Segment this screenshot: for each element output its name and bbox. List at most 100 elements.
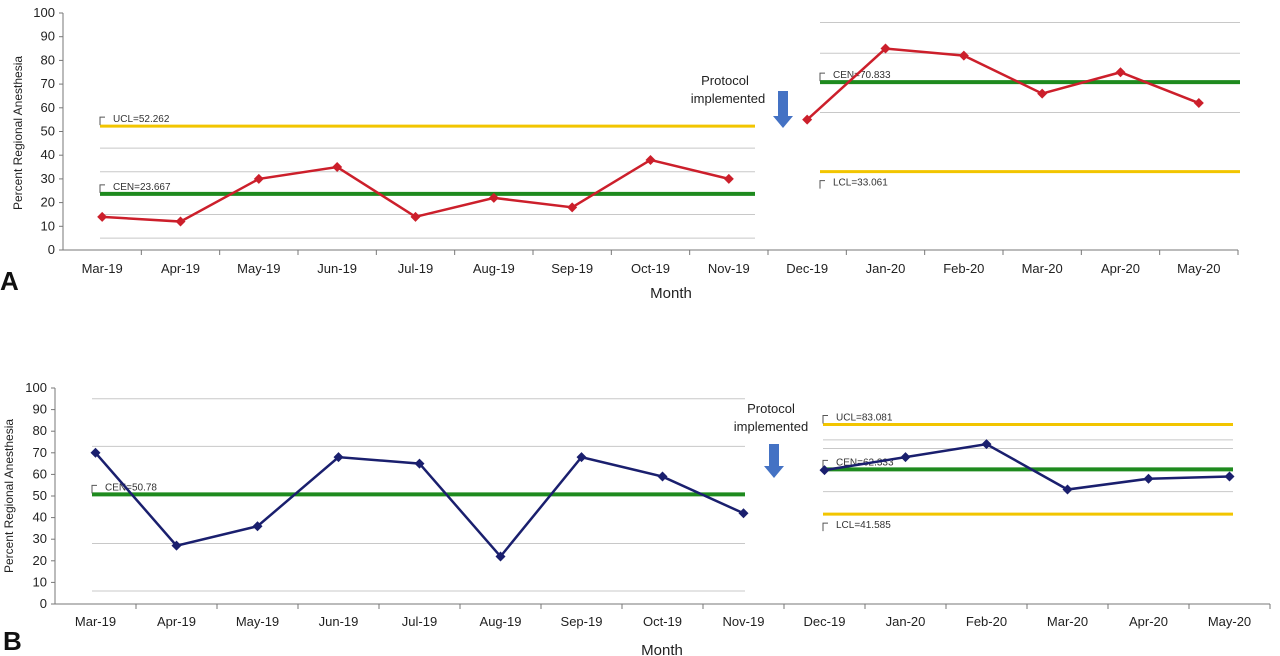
- panel-b-data-point: [333, 452, 344, 463]
- panel-a-y-tick-label: 50: [41, 124, 55, 139]
- panel-a-data-point: [1193, 98, 1204, 109]
- panel-a-y-tick-label: 30: [41, 171, 55, 186]
- panel-a-y-tick-label: 60: [41, 100, 55, 115]
- panel-b-y-axis-title: Percent Regional Anesthesia: [2, 419, 16, 573]
- panel-b-x-tick-label: May-19: [236, 614, 279, 629]
- panel-b-x-tick-label: Jul-19: [402, 614, 437, 629]
- panel-a-data-point: [410, 211, 421, 222]
- panel-a-data-point: [723, 173, 734, 184]
- panel-a-y-tick-label: 40: [41, 147, 55, 162]
- panel-b-x-tick-label: Apr-19: [157, 614, 196, 629]
- panel-a-data-point: [958, 50, 969, 61]
- panel-a-control-label: LCL=33.061: [833, 178, 888, 189]
- panel-a-control-label-bracket: [99, 184, 105, 193]
- panel-a-data-point: [488, 192, 499, 203]
- panel-a-control-label: UCL=52.262: [113, 114, 170, 125]
- panel-b-data-point: [576, 452, 587, 463]
- panel-a-y-tick-label: 20: [41, 195, 55, 210]
- panel-a-series-line: [806, 47, 1200, 121]
- panel-b-y-tick-label: 90: [33, 402, 47, 417]
- panel-a-x-tick-label: Jan-20: [866, 261, 906, 276]
- panel-b-x-tick-label: Mar-20: [1047, 614, 1088, 629]
- panel-a-y-tick-label: 10: [41, 218, 55, 233]
- panel-a-data-point: [802, 114, 813, 125]
- panel-a-x-tick-label: Aug-19: [473, 261, 515, 276]
- panel-a-data-point: [175, 216, 186, 227]
- panel-b-control-label: UCL=83.081: [836, 413, 893, 424]
- panel-b-data-point: [252, 521, 263, 532]
- panel-a-x-tick-label: Apr-20: [1101, 261, 1140, 276]
- panel-a-control-label-bracket: [99, 116, 105, 126]
- panel-a-x-tick-label: May-19: [237, 261, 280, 276]
- panel-b-y-tick-label: 50: [33, 488, 47, 503]
- panel-a-data-point: [880, 43, 891, 54]
- panel-b-annotation-line2: implemented: [734, 419, 808, 434]
- panel-b-control-label-bracket: [91, 484, 97, 494]
- panel-a-letter: A: [0, 266, 19, 296]
- panel-b-data-point: [738, 508, 749, 519]
- panel-b-control-label-bracket: [822, 415, 828, 424]
- panel-b-y-tick-label: 30: [33, 531, 47, 546]
- panel-b-data-point: [900, 452, 911, 463]
- panel-b-x-tick-label: Dec-19: [804, 614, 846, 629]
- panel-a-x-tick-label: Mar-19: [82, 261, 123, 276]
- panel-a-data-point: [253, 173, 264, 184]
- panel-b-letter: B: [3, 626, 22, 656]
- panel-b-data-point: [495, 551, 506, 562]
- panel-a-annotation-line2: implemented: [691, 91, 765, 106]
- panel-a-y-axis-title: Percent Regional Anesthesia: [11, 56, 25, 210]
- panel-b-control-label: CEN=50.78: [105, 482, 157, 493]
- panel-a-protocol-arrow-icon: [773, 91, 793, 128]
- panel-a-annotation-line1: Protocol: [701, 73, 749, 88]
- panel-a-x-tick-label: Jun-19: [317, 261, 357, 276]
- panel-a-x-tick-label: Nov-19: [708, 261, 750, 276]
- panel-b-y-tick-label: 80: [33, 423, 47, 438]
- panel-b-data-point: [657, 471, 668, 482]
- panel-b-protocol-arrow-icon: [764, 444, 784, 478]
- panel-a-y-tick-label: 100: [33, 5, 55, 20]
- panel-a-control-label: CEN=70.833: [833, 70, 891, 81]
- panel-b-data-point: [981, 439, 992, 450]
- panel-b-x-tick-label: Sep-19: [561, 614, 603, 629]
- panel-a-y-tick-label: 0: [48, 242, 55, 257]
- panel-a-data-point: [567, 202, 578, 213]
- panel-a-x-tick-label: Jul-19: [398, 261, 433, 276]
- panel-b-x-tick-label: Jun-19: [319, 614, 359, 629]
- panel-b-data-point: [1143, 473, 1154, 484]
- panel-a-data-point: [1115, 67, 1126, 78]
- panel-a-x-tick-label: Oct-19: [631, 261, 670, 276]
- panel-a-x-tick-label: Dec-19: [786, 261, 828, 276]
- panel-b-y-tick-label: 0: [40, 596, 47, 611]
- panel-b-data-point: [414, 458, 425, 469]
- panel-b-x-tick-label: Aug-19: [480, 614, 522, 629]
- panel-b-x-tick-label: Mar-19: [75, 614, 116, 629]
- panel-b-y-tick-label: 10: [33, 574, 47, 589]
- panel-b-y-tick-label: 100: [25, 380, 47, 395]
- panel-b-data-point: [171, 540, 182, 551]
- panel-b-y-tick-label: 70: [33, 445, 47, 460]
- panel-a-data-point: [645, 154, 656, 165]
- panel-a-x-tick-label: Sep-19: [551, 261, 593, 276]
- panel-b-x-tick-label: May-20: [1208, 614, 1251, 629]
- panel-a-x-tick-label: May-20: [1177, 261, 1220, 276]
- panel-b-x-axis-title: Month: [641, 642, 683, 656]
- panel-a-data-point: [1037, 88, 1048, 99]
- panel-b-x-tick-label: Apr-20: [1129, 614, 1168, 629]
- panel-b-control-label-bracket: [822, 522, 828, 532]
- panel-b-x-tick-label: Jan-20: [886, 614, 926, 629]
- panel-a-data-point: [97, 211, 108, 222]
- panel-b-y-tick-label: 20: [33, 553, 47, 568]
- panel-a-data-point: [332, 162, 343, 173]
- panel-a-control-label-bracket: [819, 180, 825, 189]
- panel-a-y-tick-label: 80: [41, 52, 55, 67]
- panel-b-data-point: [90, 447, 101, 458]
- panel-b-y-tick-label: 40: [33, 510, 47, 525]
- panel-a-x-tick-label: Apr-19: [161, 261, 200, 276]
- panel-b-x-tick-label: Feb-20: [966, 614, 1007, 629]
- panel-b-data-point: [1062, 484, 1073, 495]
- panel-b-annotation-line1: Protocol: [747, 401, 795, 416]
- panel-b-control-label: LCL=41.585: [836, 520, 891, 531]
- panel-b-x-tick-label: Oct-19: [643, 614, 682, 629]
- panel-b-x-tick-label: Nov-19: [723, 614, 765, 629]
